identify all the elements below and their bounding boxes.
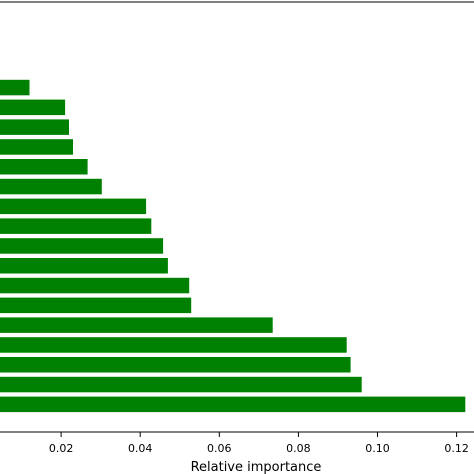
bar-18 <box>0 396 466 413</box>
bar-13 <box>0 297 192 314</box>
bar-11 <box>0 258 168 274</box>
bar-15 <box>0 337 347 353</box>
bar-16 <box>0 357 351 373</box>
bar-4 <box>0 119 69 135</box>
x-tick-label: 0.04 <box>128 442 153 455</box>
bar-9 <box>0 218 152 234</box>
bars-group <box>0 79 466 413</box>
x-axis-ticks: 0.02 0.04 0.06 0.08 0.10 0.12 <box>49 432 469 455</box>
bar-2 <box>0 79 30 96</box>
bar-3 <box>0 99 66 116</box>
bar-5 <box>0 139 73 155</box>
x-tick-label: 0.08 <box>286 442 311 455</box>
bar-8 <box>0 198 147 215</box>
bar-14 <box>0 317 273 333</box>
bar-6 <box>0 159 88 175</box>
x-tick-label: 0.10 <box>365 442 390 455</box>
x-tick-label: 0.02 <box>49 442 74 455</box>
bar-12 <box>0 277 190 294</box>
x-tick-label: 0.12 <box>444 442 469 455</box>
bar-10 <box>0 238 164 254</box>
x-tick-label: 0.06 <box>207 442 232 455</box>
bar-17 <box>0 376 362 393</box>
x-axis-label: Relative importance <box>191 460 322 474</box>
bar-7 <box>0 178 102 195</box>
